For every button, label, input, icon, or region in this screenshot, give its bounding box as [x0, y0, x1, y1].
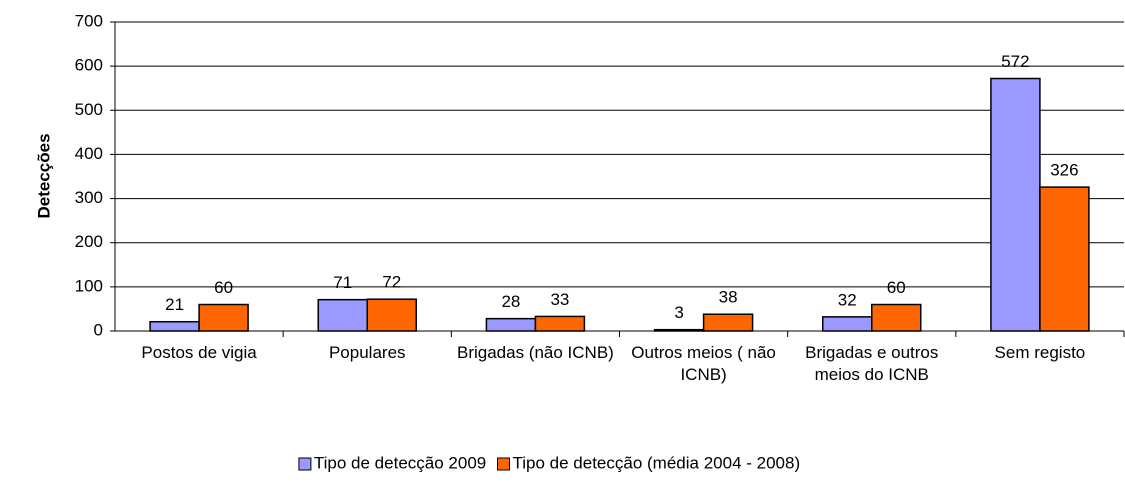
data-label: 33 [550, 290, 569, 309]
x-tick-label: Postos de vigia [141, 343, 257, 362]
bar [317, 298, 368, 332]
legend-label: Tipo de detecção 2009 [314, 453, 486, 472]
bar [990, 77, 1041, 332]
data-label: 572 [1001, 52, 1029, 71]
y-tick-label: 700 [75, 11, 103, 30]
data-label: 28 [501, 292, 520, 311]
y-tick-label: 400 [75, 144, 103, 163]
y-tick-label: 600 [75, 56, 103, 75]
data-label: 71 [333, 273, 352, 292]
data-label: 326 [1050, 161, 1078, 180]
bar [149, 320, 200, 332]
bar [198, 303, 249, 332]
bar [822, 316, 873, 332]
data-label: 3 [674, 303, 683, 322]
bar [653, 328, 705, 332]
y-tick-label: 200 [75, 232, 103, 251]
bar [534, 315, 586, 332]
y-axis-label: Detecções [34, 133, 53, 218]
data-label: 60 [887, 278, 906, 297]
x-tick-label: Populares [328, 343, 406, 362]
data-label: 60 [214, 278, 233, 297]
x-tick-label: Outros meios ( não ICNB) [631, 343, 776, 384]
data-label: 38 [719, 288, 738, 307]
y-tick-label: 0 [94, 320, 103, 339]
x-tick-label: Sem registo [994, 343, 1086, 362]
x-tick-label: Brigadas e outros meios do ICNB [805, 343, 939, 384]
x-tick-label: Brigadas (não ICNB) [456, 343, 614, 362]
bar [366, 298, 417, 332]
bar [485, 317, 537, 332]
legend-swatch [298, 457, 312, 471]
y-tick-label: 300 [75, 188, 103, 207]
data-label: 32 [838, 290, 857, 309]
legend-swatch [497, 457, 510, 471]
data-label: 21 [165, 295, 184, 314]
legend-label: Tipo de detecção (média 2004 - 2008) [513, 453, 801, 472]
data-label: 72 [382, 273, 401, 292]
bar [871, 303, 922, 332]
y-tick-label: 500 [75, 100, 103, 119]
bar [702, 313, 754, 332]
y-tick-label: 100 [75, 276, 103, 295]
bar [1039, 186, 1090, 332]
